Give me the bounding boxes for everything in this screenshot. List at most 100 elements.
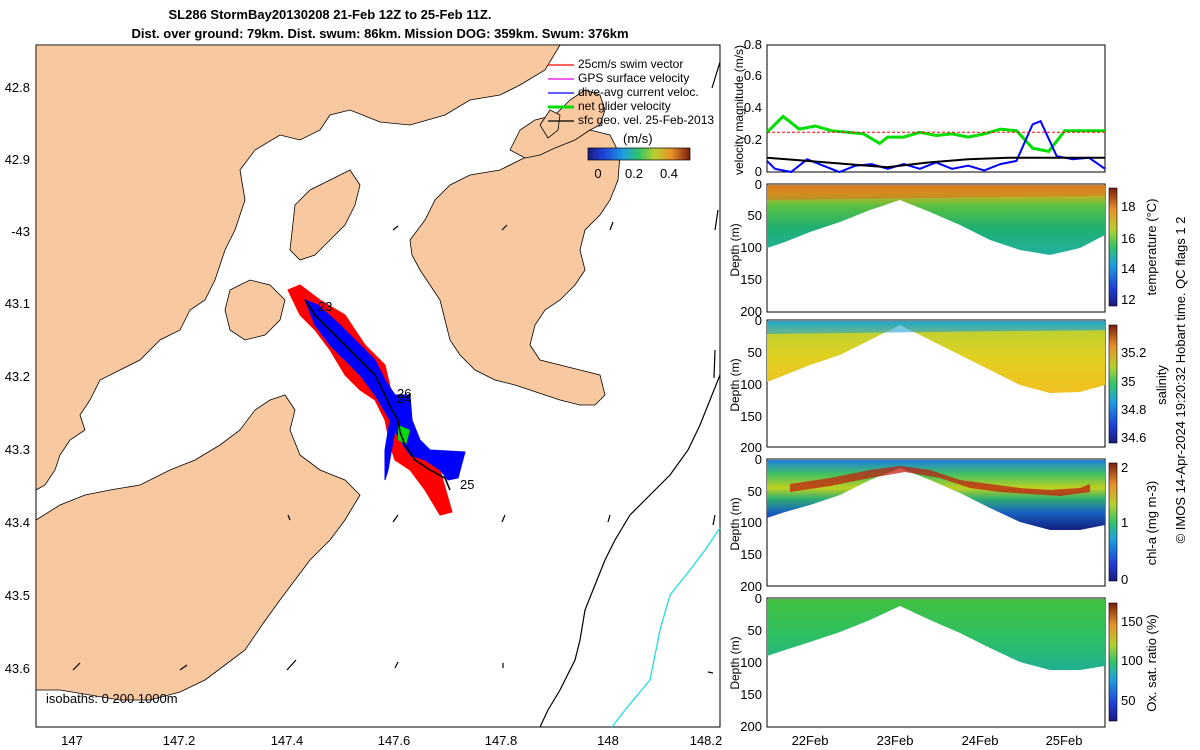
figure-subtitle: Dist. over ground: 79km. Dist. swum: 86k… [131, 26, 628, 41]
sal-yticks: 0 50 100 150 200 [740, 313, 762, 455]
sal-cb-tick: 35 [1121, 374, 1135, 389]
vel-ytick: 0.6 [744, 68, 762, 83]
ox-ytick: 200 [740, 719, 762, 734]
map-land [36, 45, 621, 701]
temp-ylabel: Depth (m) [728, 223, 742, 276]
chla-colorbar [1108, 462, 1118, 582]
chla-ytick: 0 [755, 452, 762, 467]
vel-ytick: 0.2 [744, 132, 762, 147]
map-ytick: 43.6 [5, 661, 30, 676]
time-xtick: 22Feb [792, 733, 829, 748]
map-xtick: 147.8 [485, 733, 518, 748]
ox-cb-label: Ox. sat. ratio (%) [1144, 614, 1159, 712]
sal-ytick: 150 [740, 409, 762, 424]
sal-ylabel: Depth (m) [728, 358, 742, 411]
ox-cb-tick: 150 [1121, 614, 1143, 629]
isobaths-label: isobaths: 0 200 1000m [46, 691, 178, 706]
velocity-series-line-2 [766, 156, 1105, 169]
map-ytick: 42.9 [5, 152, 30, 167]
legend-swim: 25cm/s swim vector [578, 57, 683, 71]
credit-text: © IMOS 14-Apr-2024 19:20:32 Hobart time.… [1173, 217, 1188, 544]
figure-title: SL286 StormBay20130208 21-Feb 12Z to 25-… [169, 7, 492, 22]
legend-gps: GPS surface velocity [578, 71, 689, 85]
velocity-series-line-0 [765, 114, 1105, 154]
map-ytick: 43.3 [5, 442, 30, 457]
map-panel: 23 26 24 25 25cm/s swim vector GPS surfa… [5, 44, 722, 748]
ox-yticks: 0 50 100 150 200 [740, 591, 762, 734]
salinity-panel: 0 50 100 150 200 Depth (m) 34.6 34.8 35 … [728, 313, 1169, 455]
velocity-panel: 0.8 0.6 0.4 0.2 0 velocity magnitude (m/… [732, 37, 1106, 179]
time-xtick: 25Feb [1046, 733, 1083, 748]
sal-colorbar [1108, 324, 1118, 444]
chla-cb-label: chl-a (mg m-3) [1144, 481, 1159, 566]
temp-ytick: 100 [740, 240, 762, 255]
track-label-24: 24 [397, 391, 411, 406]
temp-cb-tick: 14 [1121, 261, 1135, 276]
temp-cb-tick: 12 [1121, 292, 1135, 307]
sal-cb-label: salinity [1154, 365, 1169, 405]
oxygen-field [767, 599, 1105, 670]
map-colorbar [587, 147, 691, 161]
land-north-peninsula [289, 169, 361, 261]
map-ytick: 42.8 [5, 80, 30, 95]
land-island [539, 109, 561, 139]
chla-panel: 0 50 100 150 200 Depth (m) 0 1 2 chl-a (… [728, 452, 1159, 594]
land-west [36, 45, 561, 491]
oxygen-panel: 0 50 100 150 200 Depth (m) 50 100 150 Ox… [728, 591, 1159, 748]
velocity-series [765, 114, 1106, 174]
map-ytick: -43 [11, 224, 30, 239]
chla-ytick: 50 [748, 484, 762, 499]
map-xtick: 148.2 [690, 733, 723, 748]
temp-cb-label: temperature (°C) [1144, 199, 1159, 296]
time-xtick: 24Feb [962, 733, 999, 748]
ox-ytick: 150 [740, 687, 762, 702]
temperature-panel: 0 50 100 150 200 Depth (m) 12 14 16 18 t… [728, 177, 1159, 319]
temp-cb-tick: 16 [1121, 231, 1135, 246]
track-line [304, 299, 451, 491]
chla-yticks: 0 50 100 150 200 [740, 452, 762, 594]
map-cb-tick-1: 0.2 [625, 166, 643, 181]
chla-cb-tick: 1 [1121, 515, 1128, 530]
chla-ylabel: Depth (m) [728, 497, 742, 550]
map-ytick: 43.4 [5, 515, 30, 530]
vel-ytick: 0.4 [744, 100, 762, 115]
vel-ylabel: velocity magnitude (m/s) [732, 45, 746, 175]
sal-ytick: 200 [740, 440, 762, 455]
track-label-23: 23 [318, 299, 332, 314]
isobath-1000m [611, 527, 721, 728]
map-ytick: 43.5 [5, 588, 30, 603]
map-ytick: 43.2 [5, 369, 30, 384]
map-xtick: 147.2 [163, 733, 196, 748]
sal-cb-tick: 34.8 [1121, 402, 1146, 417]
chla-ytick: 200 [740, 579, 762, 594]
current-vectors [72, 61, 721, 674]
isobath-200m [539, 374, 721, 728]
ox-ytick: 100 [740, 655, 762, 670]
legend-net: net glider velocity [578, 99, 671, 113]
temp-colorbar [1108, 187, 1118, 307]
temp-ytick: 200 [740, 304, 762, 319]
chla-maximum [790, 466, 1090, 496]
temp-ytick: 50 [748, 208, 762, 223]
map-xtick: 148 [597, 733, 619, 748]
temp-ytick: 0 [755, 177, 762, 192]
vel-ytick: 0.8 [744, 37, 762, 52]
legend-sfc: sfc geo. vel. 25-Feb-2013 [578, 113, 714, 127]
salinity-surface [767, 321, 1105, 334]
map-xticks: 147 147.2 147.4 147.6 147.8 148 148.2 [61, 733, 722, 748]
temp-yticks: 0 50 100 150 200 [740, 177, 762, 319]
sal-cb-tick: 35.2 [1121, 345, 1146, 360]
ox-ytick: 50 [748, 623, 762, 638]
ox-colorbar [1108, 602, 1118, 722]
land-north-peninsula-2 [224, 279, 286, 341]
map-yticks: 42.8 42.9 -43 43.1 43.2 43.3 43.4 43.5 4… [5, 80, 30, 676]
map-cb-tick-2: 0.4 [660, 166, 678, 181]
chla-ytick: 100 [740, 515, 762, 530]
track-label-26: 26 [397, 386, 411, 401]
temp-cb-tick: 18 [1121, 199, 1135, 214]
temperature-surface [767, 185, 1105, 200]
chla-cb-tick: 0 [1121, 572, 1128, 587]
land-west-lower [36, 394, 361, 701]
temperature-field [767, 185, 1105, 255]
